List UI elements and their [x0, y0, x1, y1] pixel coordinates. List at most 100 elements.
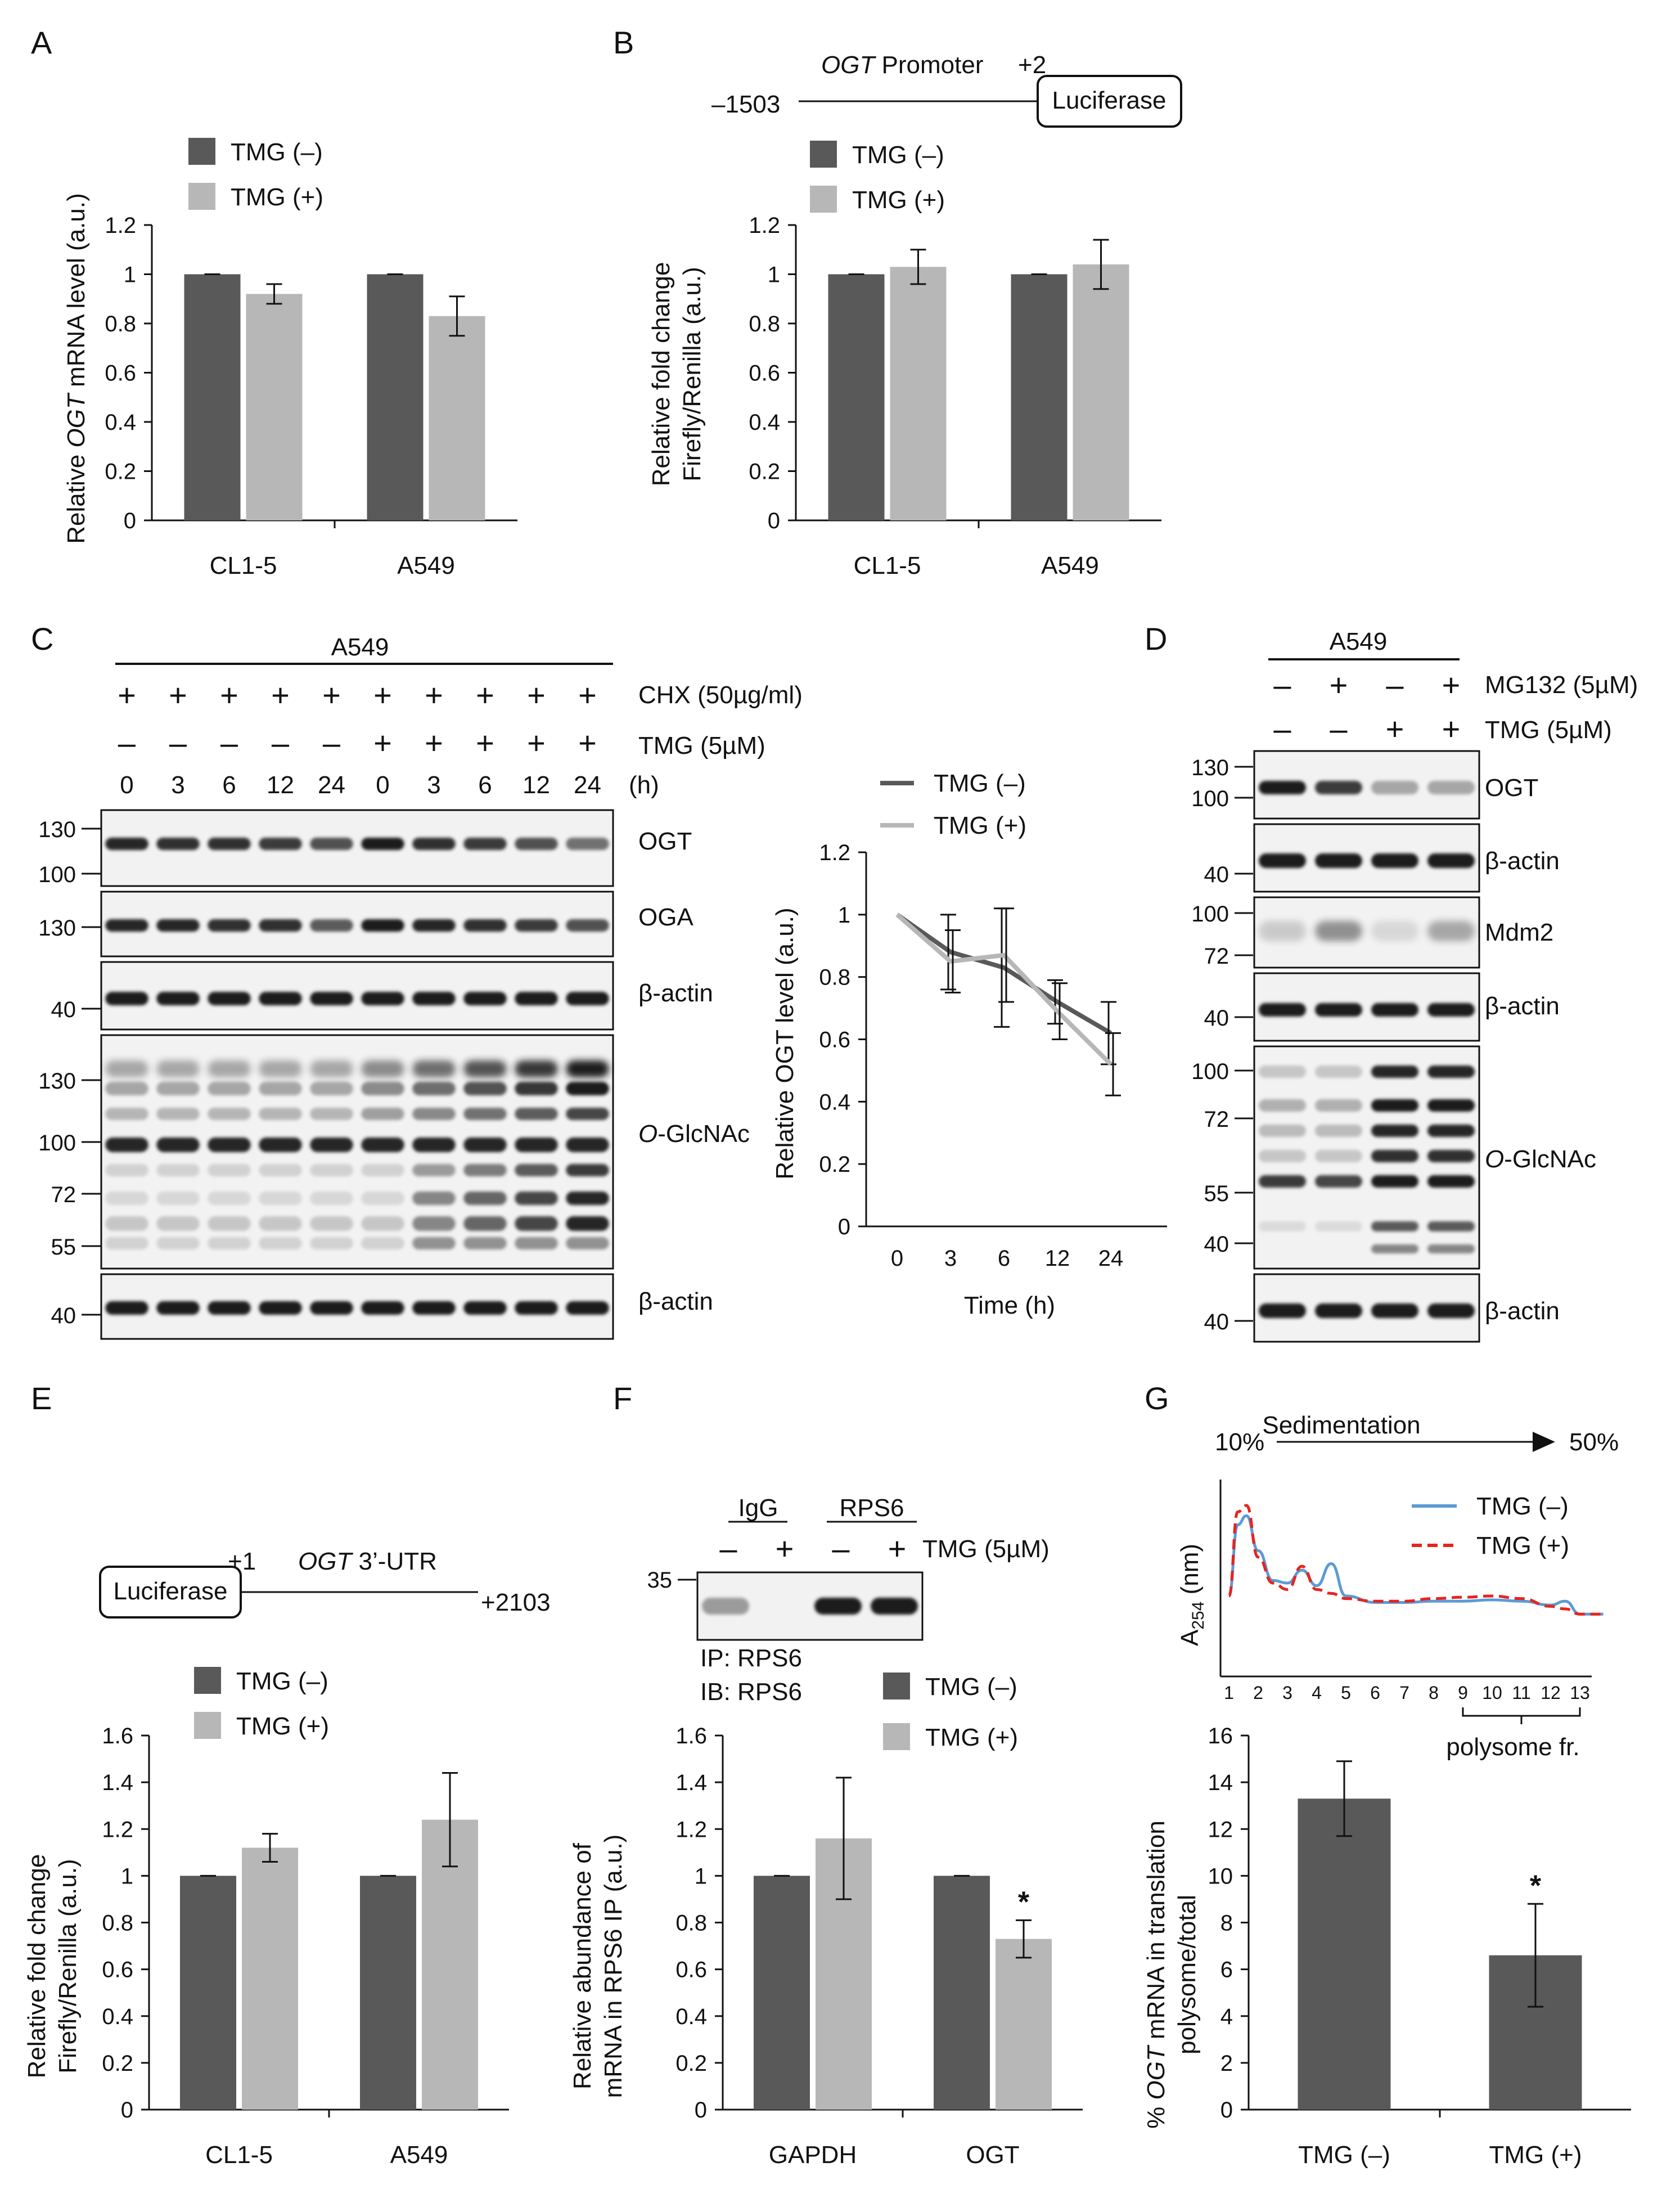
blot-band — [156, 1192, 200, 1205]
time-unit: (h) — [629, 771, 659, 799]
rps6-label: RPS6 — [840, 1494, 904, 1522]
y-tick-label: 1.6 — [102, 1724, 133, 1748]
y-tick-label: 0 — [121, 2098, 133, 2123]
time-label: 12 — [523, 771, 550, 799]
series-line — [895, 912, 1113, 1066]
y-tick-label: 6 — [1220, 1958, 1233, 1982]
blot-band — [1315, 1303, 1362, 1318]
time-label: 24 — [574, 771, 601, 799]
blot-band — [1259, 1175, 1306, 1188]
legend-label-tmg-minus: TMG (–) — [934, 770, 1026, 797]
blot-label-oglcnac: O-GlcNAc — [638, 1120, 750, 1148]
y-tick-label: 0.2 — [819, 1152, 850, 1177]
mw-marker: 35 — [647, 1568, 673, 1593]
x-tick-label: 3 — [944, 1246, 957, 1271]
chx-sign: + — [220, 677, 238, 713]
blot-band — [1371, 781, 1418, 794]
blot-label-mdm2: Mdm2 — [1485, 919, 1553, 946]
blot-band — [463, 1237, 507, 1249]
blot-band — [259, 838, 302, 850]
blot-band — [566, 838, 609, 850]
series-line — [895, 912, 1113, 1035]
y-tick-label: 1.2 — [105, 213, 136, 238]
panel-d-blot: A549 MG132 (5µM) TMG (5µM) – + – +– – + + OGT … — [1191, 628, 1638, 1343]
mw-marker: 100 — [38, 1131, 76, 1156]
mw-marker: 100 — [1191, 1059, 1229, 1084]
blot-band — [412, 1192, 456, 1205]
mw-marker: 55 — [1204, 1181, 1229, 1206]
time-label: 6 — [478, 771, 492, 799]
panel-b-chart: OGT Promoter +2 –1503 Luciferase TMG (–)… — [647, 51, 1182, 579]
y-tick-label: 0.6 — [102, 1958, 133, 1982]
blot-band — [310, 1138, 353, 1152]
panel-g-bar-chart: % OGT mRNA in translation polysome/total … — [1142, 1724, 1631, 2169]
blot-band — [1315, 781, 1362, 794]
blot-band — [566, 1237, 609, 1249]
x-tick-label: OGT — [966, 2141, 1019, 2169]
blot-band — [515, 1192, 558, 1205]
blot-band — [1315, 1125, 1362, 1137]
x-tick-label: 11 — [1512, 1683, 1530, 1703]
chx-label: CHX (50µg/ml) — [638, 681, 803, 709]
bar — [996, 1939, 1052, 2110]
blot-band — [259, 1060, 302, 1077]
tmg-sign: – — [118, 725, 136, 761]
y-tick-label: 0.2 — [102, 2051, 133, 2076]
mw-marker: 40 — [1204, 1006, 1229, 1031]
blot-band — [1259, 1221, 1306, 1231]
blot-band — [566, 1301, 609, 1315]
blot-band — [105, 1108, 148, 1120]
mw-marker: 130 — [38, 916, 76, 941]
legend-label-tmg-minus: TMG (–) — [1476, 1492, 1569, 1520]
x-tick-label: CL1-5 — [854, 552, 921, 579]
blot-band — [105, 919, 148, 932]
blot-band — [1427, 1003, 1475, 1017]
legend-label-tmg-plus: TMG (+) — [236, 1712, 329, 1740]
blot-band — [208, 1082, 251, 1095]
panel-e-chart: Luciferase +1 OGT 3’-UTR +2103 TMG (–) T… — [23, 1548, 551, 2169]
blot-band — [105, 1301, 148, 1315]
x-tick-label: 6 — [1370, 1683, 1380, 1703]
bar — [367, 274, 424, 520]
y-tick-label: 8 — [1220, 1911, 1233, 1936]
blot-band — [566, 1216, 609, 1231]
blot-band — [156, 1216, 200, 1231]
blot-band — [310, 919, 353, 932]
blot-band — [105, 1060, 148, 1077]
blot-band — [1259, 1003, 1306, 1017]
bar — [180, 1876, 236, 2110]
y-tick-label: 1 — [768, 263, 780, 287]
significance-star: * — [1530, 1869, 1542, 1902]
y-tick-label: 0.8 — [819, 965, 850, 990]
blot-band — [361, 992, 404, 1005]
x-tick-label: 3 — [1282, 1683, 1292, 1703]
panel-label-b: B — [613, 25, 634, 60]
x-axis-label: Time (h) — [964, 1292, 1055, 1319]
ip-label: IP: RPS6 — [700, 1644, 802, 1672]
blot-band — [463, 1301, 507, 1315]
legend-label-tmg-plus: TMG (+) — [934, 812, 1026, 839]
blot-band — [1427, 1125, 1475, 1137]
blot-band — [1427, 1221, 1475, 1231]
blot-band — [412, 1237, 456, 1249]
y-tick-label: 1.2 — [675, 1817, 707, 1842]
utr-label: OGT 3’-UTR — [298, 1548, 437, 1575]
blot-band — [1315, 1175, 1362, 1188]
blot-band — [515, 1216, 558, 1231]
legend-swatch-dark — [810, 141, 837, 168]
blot-band — [156, 1301, 200, 1315]
bar — [1298, 1799, 1391, 2110]
y-tick-label: 0.4 — [749, 410, 780, 435]
tmg-sign: – — [272, 725, 290, 761]
legend-label-tmg-plus: TMG (+) — [1476, 1532, 1569, 1559]
blot-band — [412, 992, 456, 1005]
blot-band — [361, 1164, 404, 1176]
x-tick-label: 2 — [1253, 1683, 1263, 1703]
y-tick-label: 1.2 — [102, 1817, 133, 1842]
blot-band — [515, 1108, 558, 1120]
blot-label-actin: β-actin — [638, 1288, 713, 1315]
chx-sign: + — [476, 677, 494, 713]
blot-band — [412, 1082, 456, 1095]
mw-marker: 40 — [1204, 1232, 1229, 1257]
profile-line — [1227, 1504, 1604, 1616]
